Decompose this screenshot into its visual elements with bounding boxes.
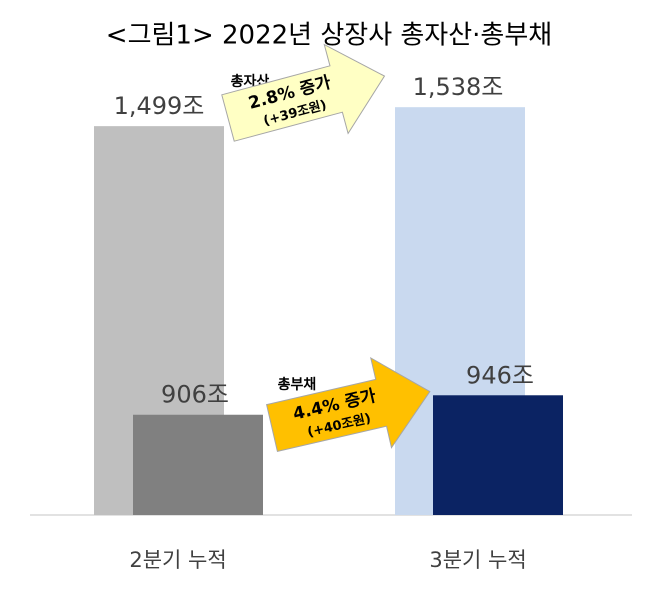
value-label: 906조 (161, 381, 229, 409)
arrow-shape (221, 43, 386, 142)
value-label: 946조 (466, 361, 534, 389)
bar (433, 395, 563, 515)
x-tick-label: 3분기 누적 (429, 548, 526, 572)
chart-title: <그림1> 2022년 상장사 총자산·총부채 (106, 21, 552, 51)
bar (133, 414, 263, 515)
series-name: 총부채 (278, 377, 317, 393)
change-arrow: 2.8% 증가(+39조원) (221, 43, 386, 142)
x-tick-label: 2분기 누적 (129, 548, 226, 572)
arrow-shape (266, 356, 431, 452)
value-label: 1,499조 (114, 92, 205, 120)
change-arrow: 4.4% 증가(+40조원) (266, 356, 431, 452)
value-label: 1,538조 (413, 73, 504, 101)
